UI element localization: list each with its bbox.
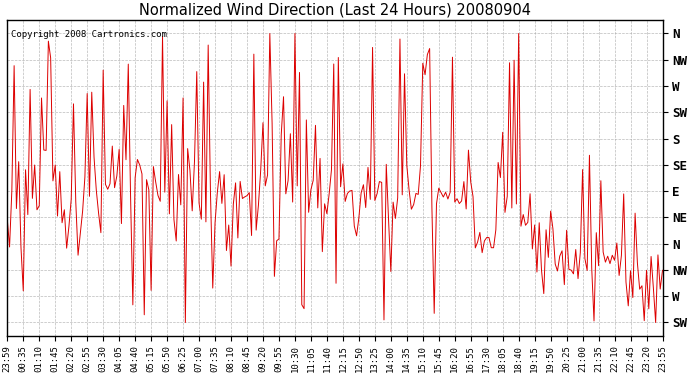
Text: Copyright 2008 Cartronics.com: Copyright 2008 Cartronics.com <box>10 30 166 39</box>
Title: Normalized Wind Direction (Last 24 Hours) 20080904: Normalized Wind Direction (Last 24 Hours… <box>139 3 531 18</box>
